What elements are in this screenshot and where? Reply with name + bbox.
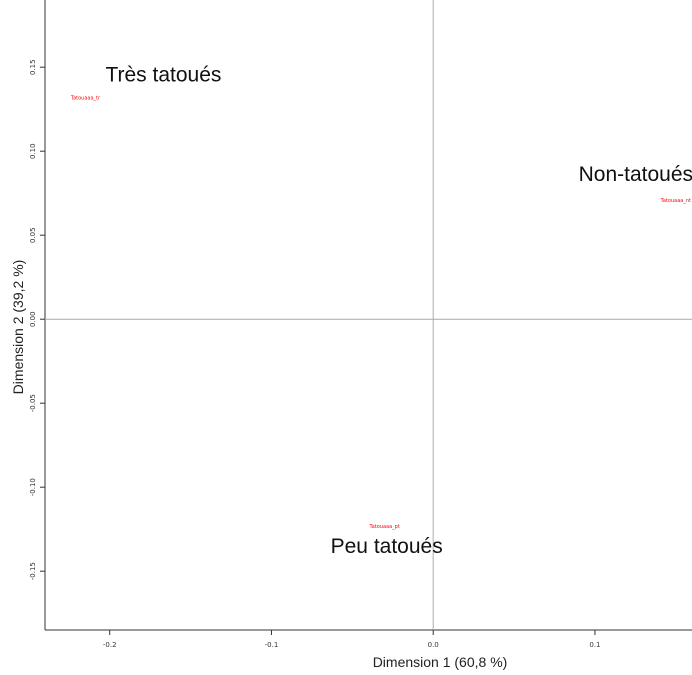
x-axis-ticks: -0.2 -0.1 0.0 0.1 xyxy=(103,630,601,649)
point-label: Tatouaaa_pt xyxy=(369,524,400,530)
category-point: Tatouaaa_tr Très tatoués xyxy=(70,63,222,101)
x-tick-label: 0.0 xyxy=(428,641,439,649)
group-label: Peu tatoués xyxy=(331,535,443,558)
y-axis-ticks: 0.15 0.10 0.05 0.00 -0.05 -0.10 -0.15 xyxy=(29,59,45,580)
x-tick-label: -0.1 xyxy=(265,641,279,649)
y-tick-label: -0.05 xyxy=(29,394,37,412)
x-tick-label: 0.1 xyxy=(589,641,600,649)
y-tick-label: 0.10 xyxy=(29,143,37,159)
y-axis-title: Dimension 2 (39,2 %) xyxy=(10,260,26,395)
reference-lines xyxy=(45,0,692,630)
y-tick-label: 0.15 xyxy=(29,59,37,75)
y-tick-label: 0.00 xyxy=(29,311,37,327)
point-label: Tatouaaa_tr xyxy=(70,95,101,101)
y-tick-label: 0.05 xyxy=(29,227,37,243)
y-tick-label: -0.10 xyxy=(29,478,37,496)
y-tick-label: -0.15 xyxy=(29,562,37,580)
x-axis-title: Dimension 1 (60,8 %) xyxy=(373,654,508,670)
point-label: Tatouaaa_nt xyxy=(660,198,691,204)
plot-frame xyxy=(44,0,692,631)
x-tick-label: -0.2 xyxy=(103,641,117,649)
group-label: Très tatoués xyxy=(105,63,221,86)
category-point: Tatouaaa_nt Non-tatoués xyxy=(579,163,692,204)
group-label: Non-tatoués xyxy=(579,163,692,186)
category-points: Tatouaaa_tr Très tatoués Tatouaaa_nt Non-ta… xyxy=(70,63,692,557)
category-point: Tatouaaa_pt Peu tatoués xyxy=(331,524,443,558)
